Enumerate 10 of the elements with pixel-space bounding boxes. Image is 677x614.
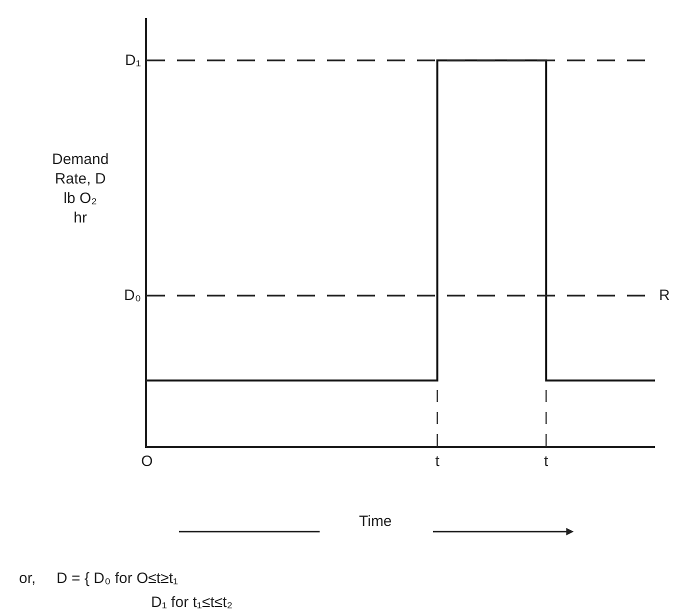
text: D₁ for t₁≤t≤t₂ bbox=[151, 594, 233, 611]
ref-line-label: D₀ bbox=[124, 287, 142, 304]
ref-line-label: D₁ bbox=[125, 52, 141, 69]
y-axis-title: Demand Rate, D lb O₂ hr bbox=[52, 151, 109, 226]
x-axis-title: Time bbox=[359, 513, 392, 530]
x-tick-label: t bbox=[435, 452, 440, 470]
text: R bbox=[659, 287, 670, 304]
x-tick-label: t bbox=[544, 452, 550, 470]
text: or, D = { D₀ for O≤t≥t₁ bbox=[19, 570, 178, 587]
x-tick-label: O bbox=[141, 452, 153, 470]
